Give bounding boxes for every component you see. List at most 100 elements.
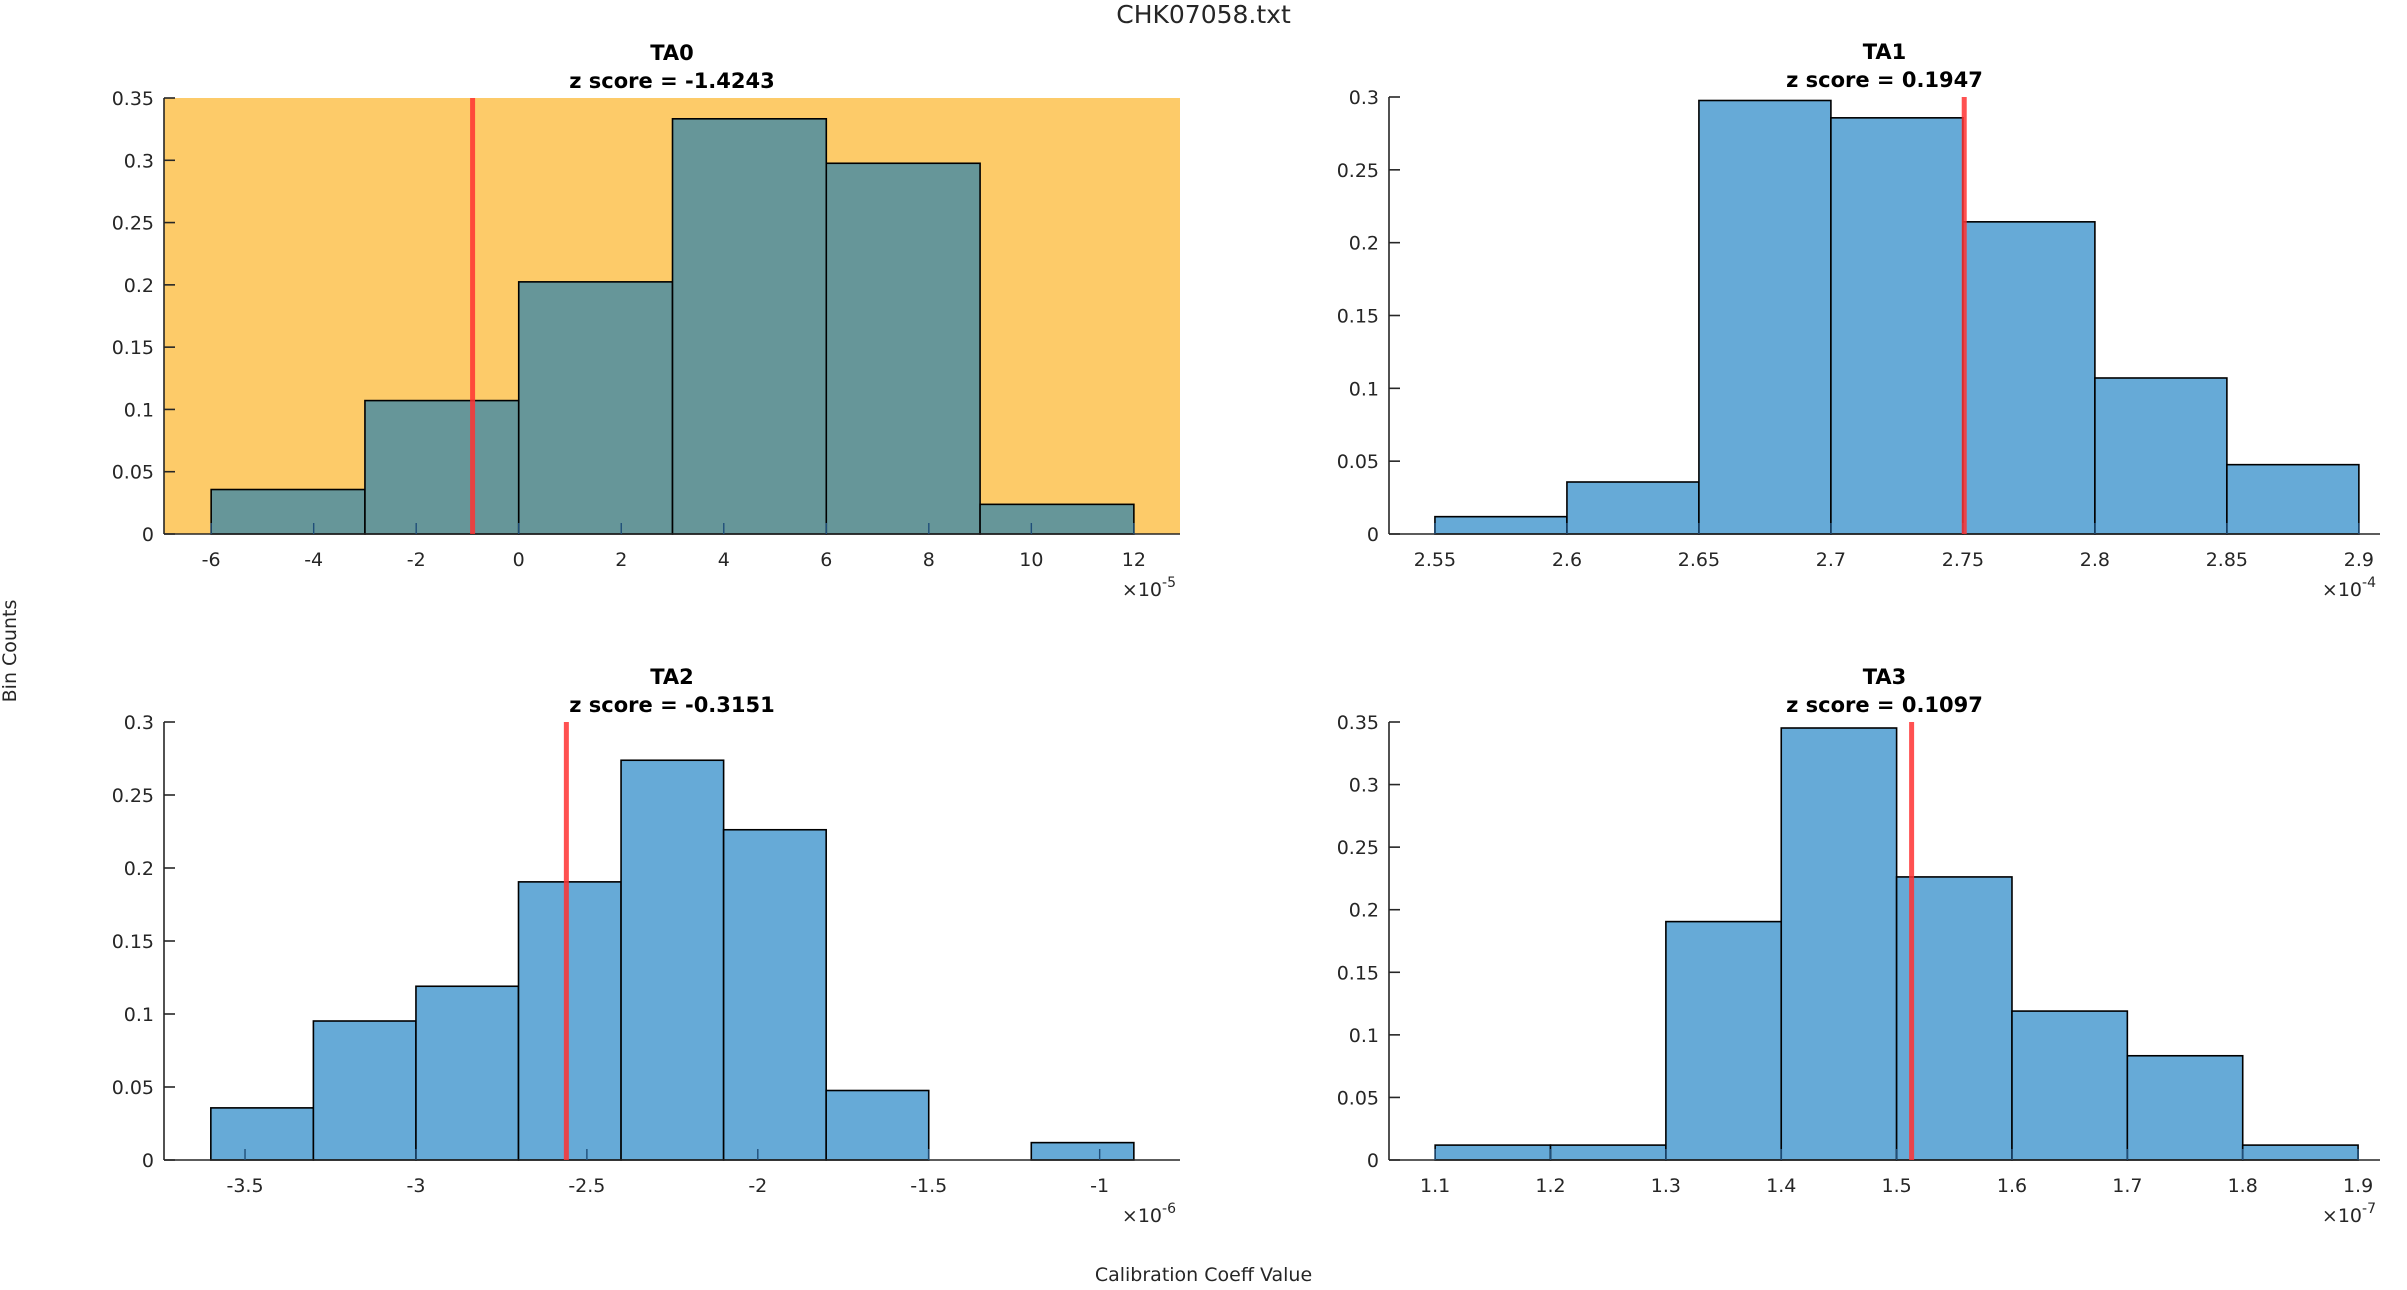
x-tick-label: 1.2: [1535, 1175, 1565, 1197]
z-score-label: z score = 0.1097: [1786, 693, 1983, 717]
subplot-title: TA3: [1863, 665, 1907, 689]
x-tick-label: 2.75: [1942, 549, 1984, 571]
y-tick-label: 0.35: [1337, 712, 1379, 734]
histogram-bar: [517, 281, 674, 535]
x-tick-label: 2.8: [2080, 549, 2110, 571]
y-tick-label: 0: [142, 524, 154, 546]
x-tick-label: -3: [406, 1175, 425, 1197]
histogram-bar: [517, 881, 622, 1161]
x-tick-label: -2: [748, 1175, 767, 1197]
y-tick-label: 0.2: [124, 275, 154, 297]
x-tick-label: 1.3: [1651, 1175, 1681, 1197]
histogram-bar: [312, 1020, 417, 1161]
y-tick-label: 0.15: [1337, 306, 1379, 328]
histogram-bar: [979, 503, 1135, 535]
x-exponent-label: ×10-5: [1122, 575, 1176, 601]
y-tick-label: 0.3: [124, 150, 154, 172]
x-axis-label: Calibration Coeff Value: [1094, 1264, 1313, 1286]
y-tick-label: 0.1: [1349, 378, 1379, 400]
x-tick-label: 1.4: [1766, 1175, 1796, 1197]
x-tick-label: 1.7: [2112, 1175, 2142, 1197]
histogram-bar: [1665, 920, 1783, 1161]
x-tick-label: 2: [615, 549, 627, 571]
y-tick-label: 0.1: [1349, 1025, 1379, 1047]
x-tick-label: 1.5: [1882, 1175, 1912, 1197]
x-tick-label: -1: [1090, 1175, 1109, 1197]
x-tick-label: 12: [1122, 549, 1146, 571]
x-tick-label: -6: [202, 549, 221, 571]
histogram-bar: [2126, 1054, 2244, 1161]
histogram-bar: [825, 1089, 930, 1161]
histogram-bar: [1780, 727, 1898, 1161]
subplot-title: TA2: [650, 665, 694, 689]
x-tick-label: 2.65: [1678, 549, 1720, 571]
histogram-bar: [1698, 99, 1832, 535]
subplot-ta1: 0 0.05 0.1 0.15 0.2 0.25 0.3 2.55 2.6 2.65 2.7 2.75…: [1337, 40, 2380, 601]
y-tick-label: 0.05: [112, 1077, 154, 1099]
histogram-bar: [1566, 481, 1700, 535]
y-tick-label: 0.25: [1337, 837, 1379, 859]
y-tick-label: 0.05: [1337, 1087, 1379, 1109]
x-tick-label: 1.6: [1997, 1175, 2027, 1197]
x-tick-label: 10: [1019, 549, 1043, 571]
y-tick-label: 0.15: [112, 337, 154, 359]
y-tick-label: 0.05: [112, 462, 154, 484]
histogram-bar: [1549, 1144, 1667, 1161]
y-tick-label: 0.2: [124, 858, 154, 880]
histogram-bar: [620, 759, 725, 1161]
histogram-bar: [2241, 1144, 2359, 1161]
z-score-label: z score = 0.1947: [1786, 68, 1983, 92]
y-tick-label: 0: [1367, 524, 1379, 546]
x-tick-label: 0: [513, 549, 525, 571]
z-score-label: z score = -0.3151: [569, 693, 774, 717]
histogram-bar: [1030, 1141, 1135, 1161]
y-tick-label: 0.15: [1337, 962, 1379, 984]
x-tick-label: 2.7: [1816, 549, 1846, 571]
y-tick-label: 0: [1367, 1150, 1379, 1172]
histogram-bar: [210, 1107, 315, 1161]
x-tick-label: 2.6: [1552, 549, 1582, 571]
subplot-title: TA1: [1863, 40, 1907, 64]
x-tick-label: -1.5: [910, 1175, 947, 1197]
x-tick-label: -3.5: [226, 1175, 263, 1197]
x-tick-label: 2.55: [1414, 549, 1456, 571]
histogram-bar: [210, 488, 366, 535]
y-tick-label: 0.1: [124, 399, 154, 421]
z-score-label: z score = -1.4243: [569, 69, 774, 93]
histogram-bar: [671, 118, 828, 535]
y-tick-label: 0: [142, 1150, 154, 1172]
subplot-title: TA0: [650, 41, 694, 65]
y-tick-label: 0.1: [124, 1004, 154, 1026]
y-tick-label: 0.3: [1349, 87, 1379, 109]
histogram-bar: [1830, 117, 1964, 535]
x-tick-label: -2: [407, 549, 426, 571]
x-tick-label: -2.5: [568, 1175, 605, 1197]
histogram-bar: [2094, 377, 2228, 535]
y-tick-label: 0.25: [1337, 160, 1379, 182]
y-tick-label: 0.15: [112, 931, 154, 953]
x-exponent-label: ×10-6: [1122, 1201, 1176, 1227]
x-tick-label: 8: [923, 549, 935, 571]
histogram-bar: [722, 828, 827, 1161]
y-tick-label: 0.2: [1349, 900, 1379, 922]
figure-title: CHK07058.txt: [1116, 0, 1291, 29]
x-tick-label: 1.1: [1420, 1175, 1450, 1197]
subplot-ta3: 0 0.05 0.1 0.15 0.2 0.25 0.3 0.35 1.1 1.2 1.3 1.4 1.…: [1337, 665, 2380, 1227]
y-tick-label: 0.05: [1337, 451, 1379, 473]
histogram-bar: [415, 985, 520, 1161]
histogram-bar: [825, 162, 981, 535]
y-tick-label: 0.25: [112, 213, 154, 235]
x-tick-label: 4: [718, 549, 730, 571]
y-tick-label: 0.3: [1349, 775, 1379, 797]
x-tick-label: 1.8: [2228, 1175, 2258, 1197]
x-exponent-label: ×10-4: [2322, 575, 2376, 601]
histogram-bar: [1434, 1144, 1552, 1161]
x-tick-label: 6: [820, 549, 832, 571]
x-tick-label: 2.9: [2344, 549, 2374, 571]
histogram-bar: [2226, 463, 2360, 535]
histogram-bar: [2011, 1010, 2129, 1161]
y-tick-label: 0.35: [112, 88, 154, 110]
histogram-bar: [1962, 221, 2096, 535]
histogram-bar: [1895, 876, 2013, 1161]
